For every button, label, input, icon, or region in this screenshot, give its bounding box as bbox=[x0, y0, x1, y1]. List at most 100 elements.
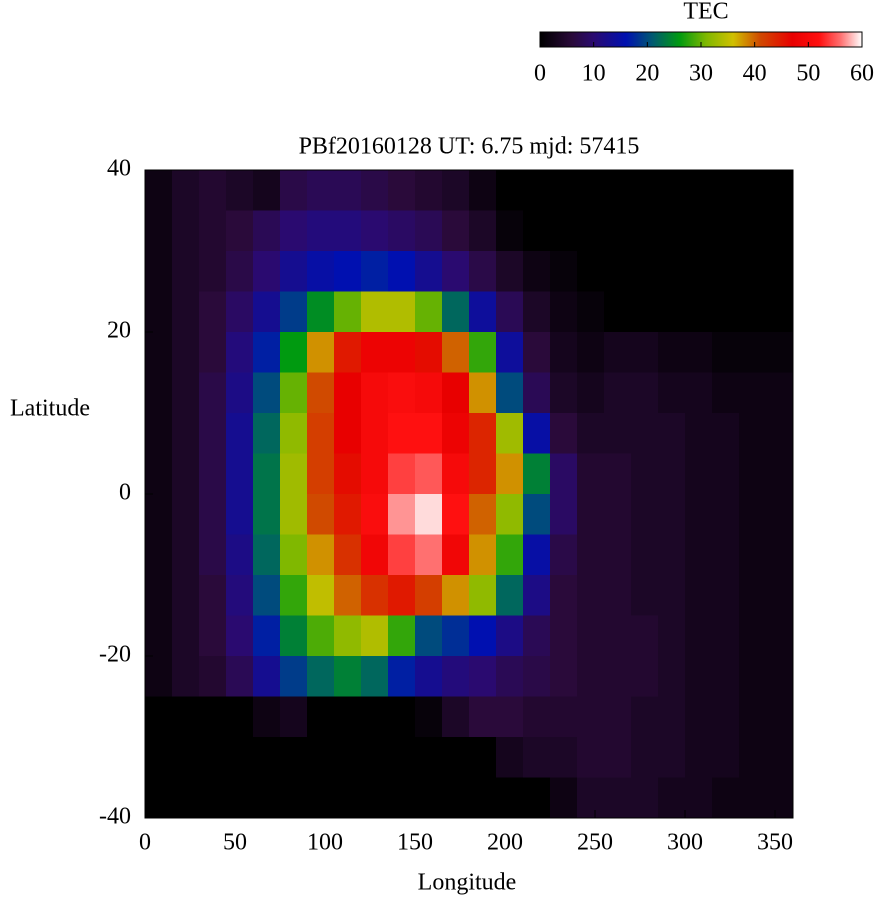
heatmap-cell bbox=[199, 332, 227, 373]
heatmap-cell bbox=[577, 615, 605, 657]
heatmap-cell bbox=[523, 332, 551, 373]
heatmap-cell bbox=[442, 170, 470, 211]
colorbar-tick-label: 10 bbox=[582, 61, 606, 87]
colorbar-tick-label: 20 bbox=[635, 61, 659, 87]
heatmap-cell bbox=[577, 372, 605, 414]
heatmap-cell bbox=[739, 615, 767, 657]
heatmap-cell bbox=[712, 615, 740, 657]
heatmap-cell bbox=[280, 777, 308, 819]
heatmap-cell bbox=[415, 332, 443, 373]
heatmap-cell bbox=[388, 656, 416, 697]
heatmap-cell bbox=[253, 210, 281, 252]
heatmap-cell bbox=[766, 696, 794, 738]
heatmap-cell bbox=[739, 696, 767, 738]
heatmap-cell bbox=[361, 615, 389, 657]
heatmap-cell bbox=[604, 372, 632, 414]
heatmap-cell bbox=[415, 494, 443, 535]
heatmap-cell bbox=[577, 696, 605, 738]
heatmap-cell bbox=[469, 332, 497, 373]
x-axis-label: Longitude bbox=[418, 870, 517, 896]
heatmap-cell bbox=[496, 453, 524, 495]
heatmap-cell bbox=[766, 534, 794, 576]
heatmap-cell bbox=[172, 332, 200, 373]
heatmap-cell bbox=[415, 656, 443, 697]
heatmap-cell bbox=[253, 777, 281, 819]
heatmap-cell bbox=[685, 372, 713, 414]
heatmap-cell bbox=[496, 534, 524, 576]
heatmap-cell bbox=[631, 291, 659, 333]
heatmap-cell bbox=[280, 615, 308, 657]
chart-title: PBf20160128 UT: 6.75 mjd: 57415 bbox=[299, 134, 640, 160]
y-tick-label: 40 bbox=[107, 156, 131, 182]
heatmap-cell bbox=[712, 534, 740, 576]
heatmap-cell bbox=[172, 534, 200, 576]
heatmap-cell bbox=[766, 656, 794, 697]
heatmap-cell bbox=[388, 413, 416, 454]
heatmap-cell bbox=[388, 170, 416, 211]
heatmap-cell bbox=[361, 453, 389, 495]
heatmap-cell bbox=[685, 534, 713, 576]
heatmap-cell bbox=[199, 696, 227, 738]
heatmap-cell bbox=[253, 291, 281, 333]
heatmap-cell bbox=[658, 413, 686, 454]
heatmap-cell bbox=[361, 777, 389, 819]
heatmap-cell bbox=[253, 696, 281, 738]
heatmap-cell bbox=[280, 696, 308, 738]
heatmap-cell bbox=[523, 656, 551, 697]
heatmap-cell bbox=[469, 777, 497, 819]
heatmap-cell bbox=[631, 332, 659, 373]
heatmap-cell bbox=[523, 494, 551, 535]
heatmap-cell bbox=[577, 737, 605, 778]
heatmap-cell bbox=[550, 737, 578, 778]
heatmap-cell bbox=[550, 372, 578, 414]
heatmap-cell bbox=[712, 210, 740, 252]
heatmap-cell bbox=[334, 656, 362, 697]
heatmap-cell bbox=[334, 251, 362, 292]
heatmap-cell bbox=[226, 210, 254, 252]
heatmap-cell bbox=[523, 534, 551, 576]
heatmap-cell bbox=[253, 656, 281, 697]
heatmap-cell bbox=[199, 575, 227, 616]
heatmap-cell bbox=[307, 575, 335, 616]
heatmap-cell bbox=[199, 453, 227, 495]
heatmap-cell bbox=[469, 494, 497, 535]
heatmap-cell bbox=[199, 777, 227, 819]
heatmap-cell bbox=[604, 332, 632, 373]
heatmap-cell bbox=[442, 251, 470, 292]
heatmap-cell bbox=[658, 737, 686, 778]
heatmap-cell bbox=[523, 615, 551, 657]
y-tick-label: 0 bbox=[119, 480, 131, 506]
heatmap-cell bbox=[766, 615, 794, 657]
heatmap-cell bbox=[334, 777, 362, 819]
heatmap-cell bbox=[226, 372, 254, 414]
heatmap-cell bbox=[361, 494, 389, 535]
heatmap-cell bbox=[172, 453, 200, 495]
heatmap-cell bbox=[415, 453, 443, 495]
heatmap-cell bbox=[604, 210, 632, 252]
colorbar-tick-label: 0 bbox=[534, 61, 546, 87]
heatmap-cell bbox=[172, 210, 200, 252]
heatmap-cell bbox=[145, 372, 173, 414]
heatmap-cell bbox=[226, 696, 254, 738]
heatmap-cell bbox=[685, 656, 713, 697]
heatmap-cell bbox=[145, 170, 173, 211]
heatmap-cell bbox=[577, 494, 605, 535]
heatmap-cell bbox=[280, 332, 308, 373]
heatmap-cell bbox=[469, 453, 497, 495]
heatmap-cell bbox=[199, 413, 227, 454]
heatmap-cell bbox=[712, 737, 740, 778]
heatmap-cell bbox=[550, 656, 578, 697]
heatmap-cell bbox=[658, 777, 686, 819]
heatmap-cell bbox=[253, 170, 281, 211]
heatmap-cell bbox=[361, 210, 389, 252]
heatmap-cell bbox=[550, 291, 578, 333]
heatmap-cell bbox=[550, 575, 578, 616]
heatmap-cell bbox=[550, 534, 578, 576]
heatmap-cell bbox=[523, 291, 551, 333]
heatmap-cell bbox=[550, 453, 578, 495]
colorbar-tick-label: 50 bbox=[796, 61, 820, 87]
heatmap-cell bbox=[658, 453, 686, 495]
heatmap-cell bbox=[685, 777, 713, 819]
heatmap-cell bbox=[766, 372, 794, 414]
heatmap-cell bbox=[685, 453, 713, 495]
